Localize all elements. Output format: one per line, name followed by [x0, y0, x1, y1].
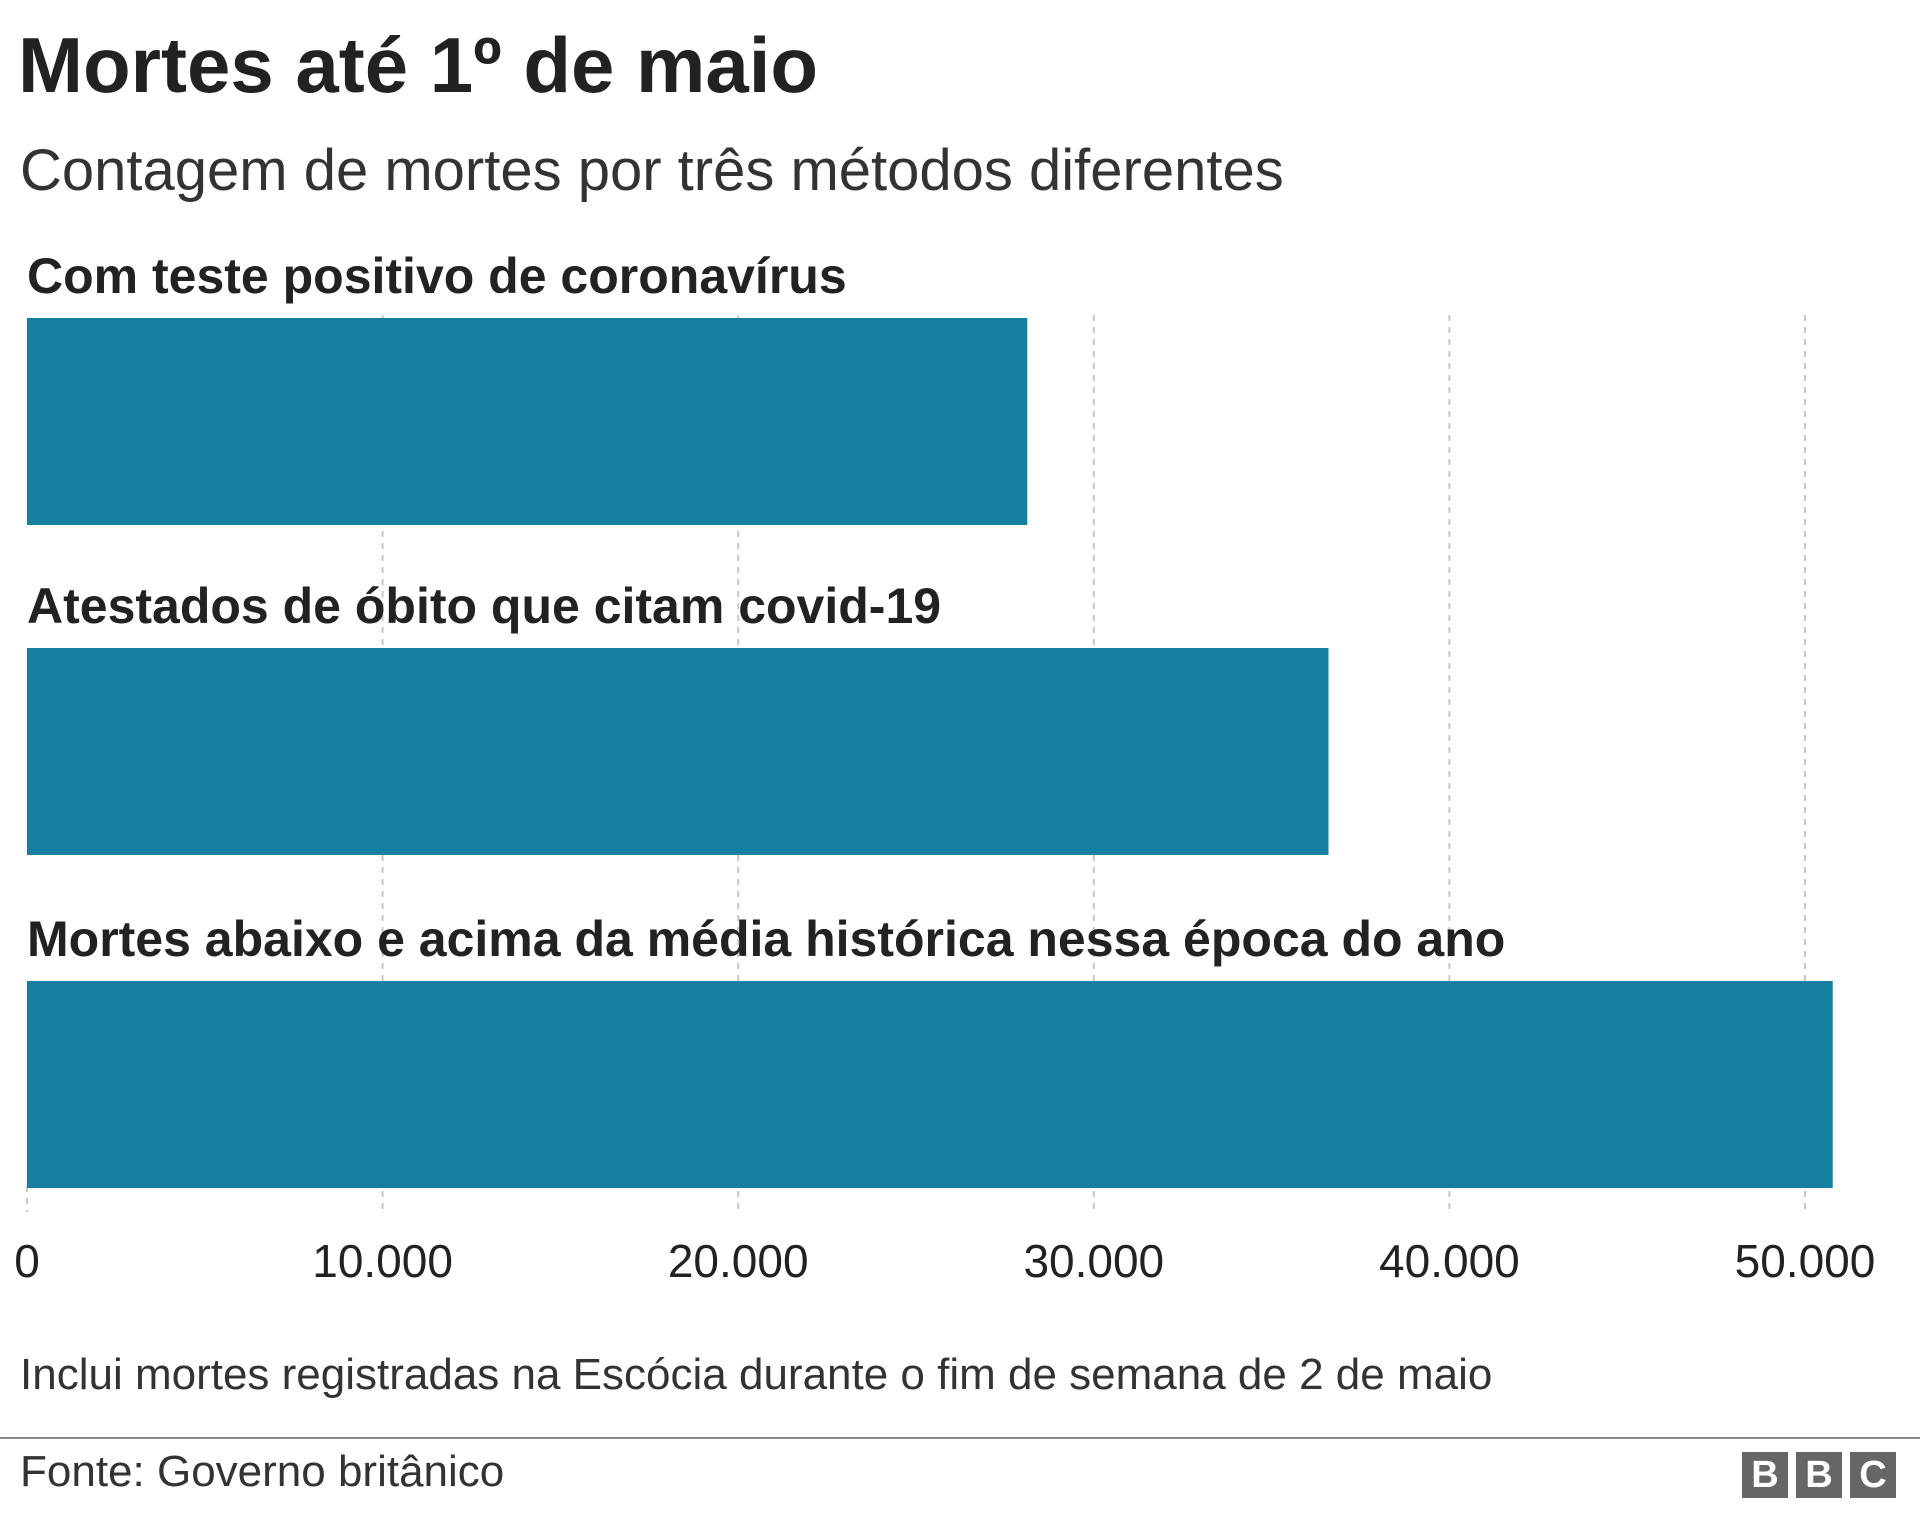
category-label: Mortes abaixo e acima da média histórica… — [27, 911, 1505, 967]
bars — [27, 318, 1833, 1188]
category-label: Com teste positivo de coronavírus — [27, 248, 847, 304]
x-tick-label: 0 — [14, 1235, 40, 1287]
footnote: Inclui mortes registradas na Escócia dur… — [20, 1350, 1493, 1399]
bar — [27, 318, 1028, 525]
logo-letter: C — [1850, 1452, 1896, 1498]
bar-chart: Com teste positivo de coronavírus Atestad… — [14, 248, 1875, 1287]
bbc-logo: B B C — [1742, 1452, 1896, 1498]
x-tick-label: 10.000 — [312, 1235, 453, 1287]
category-label: Atestados de óbito que citam covid-19 — [27, 578, 941, 634]
logo-letter: B — [1796, 1452, 1842, 1498]
x-tick-label: 50.000 — [1735, 1235, 1876, 1287]
chart-title: Mortes até 1º de maio — [18, 21, 819, 109]
bar — [27, 981, 1833, 1188]
x-tick-label: 30.000 — [1023, 1235, 1164, 1287]
logo-letter: B — [1742, 1452, 1788, 1498]
bar — [27, 648, 1329, 855]
x-tick-label: 40.000 — [1379, 1235, 1520, 1287]
chart-subtitle: Contagem de mortes por três métodos dife… — [20, 138, 1284, 203]
source-text: Fonte: Governo britânico — [20, 1447, 505, 1496]
x-axis: 0 10.000 20.000 30.000 40.000 50.000 — [14, 1235, 1875, 1287]
x-tick-label: 20.000 — [668, 1235, 809, 1287]
category-labels: Com teste positivo de coronavírus Atestad… — [27, 248, 1505, 967]
footer-divider — [0, 1437, 1920, 1439]
